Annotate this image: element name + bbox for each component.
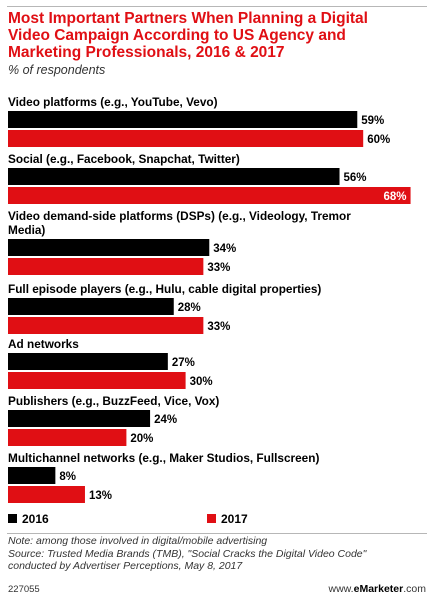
category-label-full-episode-players-e-g-hulu-cable-digi: Full episode players (e.g., Hulu, cable …: [8, 282, 321, 296]
bar-2017-multichannel-networks-e-g-maker-studios-: [8, 486, 85, 503]
category-label-multichannel-networks-e-g-maker-studios-: Multichannel networks (e.g., Maker Studi…: [8, 451, 319, 465]
bar-2017-video-platforms-e-g-youtube-vevo: [8, 130, 364, 147]
value-label-2016-ad-networks: 27%: [172, 357, 195, 369]
bar-chart: Video platforms (e.g., YouTube, Vevo) 59%…: [8, 95, 411, 526]
footer-divider: [7, 533, 427, 534]
site-prefix: www.: [328, 583, 354, 595]
value-label-2016-video-platforms-e-g-youtube-vevo: 59%: [361, 115, 384, 127]
chart-title: Most Important Partners When Planning a …: [8, 10, 368, 61]
bar-2017-full-episode-players-e-g-hulu-cable-digi: [8, 317, 204, 334]
bar-2017-video-demand-side-platforms-dsps-e-g-vid: [8, 258, 204, 275]
value-label-2016-social-e-g-facebook-snapchat-twitter: 56%: [344, 172, 367, 184]
legend-label-2016: 2016: [22, 512, 49, 526]
value-label-2017-video-demand-side-platforms-dsps-e-g-vid: 33%: [207, 262, 230, 274]
bar-2016-publishers-e-g-buzzfeed-vice-vox: [8, 410, 151, 427]
chart-id: 227055: [8, 584, 40, 595]
value-label-2017-publishers-e-g-buzzfeed-vice-vox: 20%: [130, 433, 153, 445]
source-website: www.eMarketer.com: [329, 583, 426, 595]
chart-note-source: Note: among those involved in digital/mo…: [8, 535, 367, 572]
legend-swatch-2017: [207, 514, 216, 523]
bar-2016-video-demand-side-platforms-dsps-e-g-vid: [8, 239, 210, 256]
legend-swatch-2016: [8, 514, 17, 523]
value-label-2017-social-e-g-facebook-snapchat-twitter: 68%: [384, 191, 407, 203]
value-label-2017-full-episode-players-e-g-hulu-cable-digi: 33%: [207, 321, 230, 333]
value-label-2017-video-platforms-e-g-youtube-vevo: 60%: [367, 134, 390, 146]
bar-2016-video-platforms-e-g-youtube-vevo: [8, 111, 358, 128]
bar-2016-multichannel-networks-e-g-maker-studios-: [8, 467, 56, 484]
value-label-2016-video-demand-side-platforms-dsps-e-g-vid: 34%: [213, 243, 236, 255]
value-label-2017-multichannel-networks-e-g-maker-studios-: 13%: [89, 490, 112, 502]
bar-2016-full-episode-players-e-g-hulu-cable-digi: [8, 298, 174, 315]
bar-2017-ad-networks: [8, 372, 186, 389]
value-label-2017-ad-networks: 30%: [190, 376, 213, 388]
category-label-publishers-e-g-buzzfeed-vice-vox: Publishers (e.g., BuzzFeed, Vice, Vox): [8, 394, 219, 408]
value-label-2016-publishers-e-g-buzzfeed-vice-vox: 24%: [154, 414, 177, 426]
bar-2016-ad-networks: [8, 353, 168, 370]
bar-2017-social-e-g-facebook-snapchat-twitter: [8, 187, 411, 204]
category-label-video-platforms-e-g-youtube-vevo: Video platforms (e.g., YouTube, Vevo): [8, 95, 218, 109]
category-label-video-demand-side-platforms-dsps-e-g-vid-line2: Media): [8, 223, 45, 237]
bar-2017-publishers-e-g-buzzfeed-vice-vox: [8, 429, 127, 446]
site-brand: eMarketer: [353, 583, 404, 595]
site-suffix: .com: [403, 583, 426, 595]
chart-subtitle: % of respondents: [8, 63, 106, 77]
value-label-2016-full-episode-players-e-g-hulu-cable-digi: 28%: [178, 302, 201, 314]
legend-label-2017: 2017: [221, 512, 248, 526]
category-label-video-demand-side-platforms-dsps-e-g-vid: Video demand-side platforms (DSPs) (e.g.…: [8, 209, 351, 223]
bar-2016-social-e-g-facebook-snapchat-twitter: [8, 168, 340, 185]
category-label-social-e-g-facebook-snapchat-twitter: Social (e.g., Facebook, Snapchat, Twitte…: [8, 152, 240, 166]
value-label-2016-multichannel-networks-e-g-maker-studios-: 8%: [59, 471, 76, 483]
top-divider: [7, 6, 427, 7]
category-label-ad-networks: Ad networks: [8, 337, 79, 351]
